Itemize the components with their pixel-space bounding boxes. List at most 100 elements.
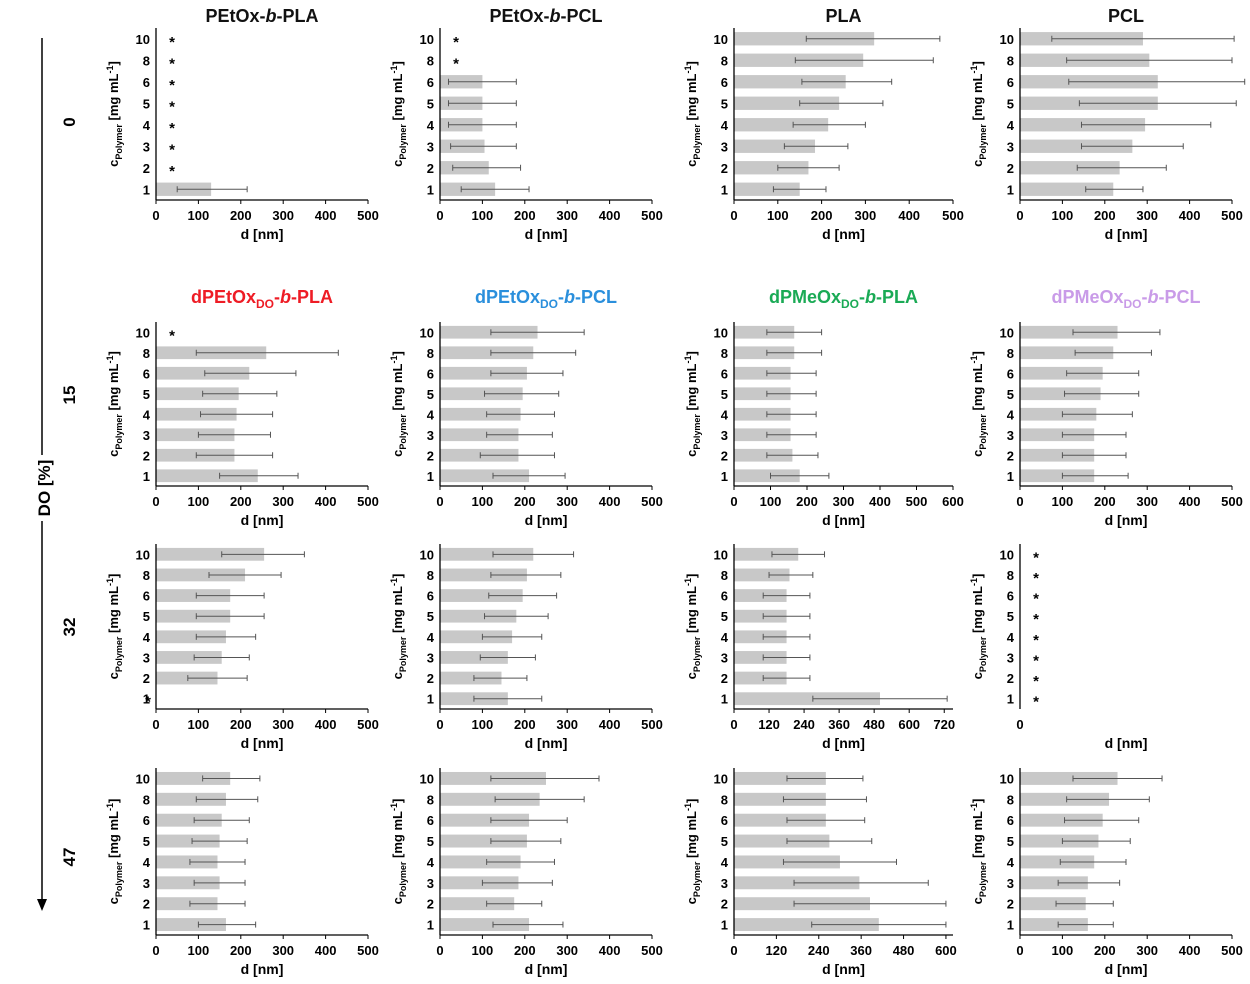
y-tick-label: 10 xyxy=(136,547,150,562)
y-tick-label: 6 xyxy=(721,589,728,604)
y-tick-label: 8 xyxy=(1007,53,1014,68)
y-tick-label: 1 xyxy=(143,469,150,484)
y-tick-label: 10 xyxy=(420,32,434,47)
bar xyxy=(440,346,534,360)
y-tick-label: 5 xyxy=(143,609,150,624)
bar xyxy=(440,630,513,644)
bar xyxy=(1020,771,1118,785)
y-tick-label: 3 xyxy=(721,428,728,443)
y-tick-label: 8 xyxy=(427,568,434,583)
bar xyxy=(156,366,250,380)
not-measured-mark: * xyxy=(1033,652,1039,669)
bar xyxy=(734,346,795,360)
not-measured-mark: * xyxy=(1033,549,1039,566)
bar xyxy=(440,834,527,848)
y-tick-label: 8 xyxy=(1007,346,1014,361)
bar xyxy=(1020,792,1110,806)
x-tick-label: 0 xyxy=(436,943,443,958)
y-tick-label: 3 xyxy=(721,139,728,154)
x-tick-label: 100 xyxy=(767,208,789,223)
not-measured-mark: * xyxy=(169,120,175,137)
y-tick-label: 10 xyxy=(714,771,728,786)
bar xyxy=(734,589,787,602)
y-tick-label: 10 xyxy=(136,771,150,786)
x-tick-label: 200 xyxy=(514,494,536,509)
y-tick-label: 4 xyxy=(1007,630,1015,645)
y-tick-label: 1 xyxy=(427,692,434,707)
y-tick-label: 4 xyxy=(427,855,435,870)
row-labels: 0 15 32 47 xyxy=(60,117,79,866)
x-tick-label: 480 xyxy=(893,943,915,958)
y-tick-label: 10 xyxy=(136,325,150,340)
bar xyxy=(1020,387,1101,401)
y-tick-label: 6 xyxy=(1007,589,1014,604)
y-tick-label: 2 xyxy=(143,671,150,686)
y-tick-label: 10 xyxy=(714,325,728,340)
y-tick-label: 1 xyxy=(1007,692,1014,707)
bar xyxy=(156,651,222,664)
x-tick-label: 300 xyxy=(833,494,855,509)
x-axis-label: d [nm] xyxy=(241,512,284,528)
x-tick-label: 100 xyxy=(1052,494,1074,509)
bar xyxy=(440,469,530,483)
y-axis-label: cPolymer [mg mL-1] xyxy=(105,574,124,680)
bar xyxy=(440,876,519,890)
x-tick-label: 100 xyxy=(188,943,210,958)
x-tick-label: 400 xyxy=(599,717,621,732)
y-tick-label: 5 xyxy=(427,387,434,402)
y-axis-label: cPolymer [mg mL-1] xyxy=(683,351,702,457)
x-tick-label: 200 xyxy=(514,943,536,958)
x-tick-label: 400 xyxy=(315,717,337,732)
bar xyxy=(156,792,226,806)
x-tick-label: 100 xyxy=(1052,208,1074,223)
x-tick-label: 0 xyxy=(152,717,159,732)
bar xyxy=(440,547,534,561)
x-tick-label: 400 xyxy=(315,208,337,223)
group-title-7: dPMeOxDO-b-PCL xyxy=(1051,287,1200,311)
bar xyxy=(734,692,880,706)
bar xyxy=(734,918,879,932)
y-axis-label: cPolymer [mg mL-1] xyxy=(969,574,988,680)
y-tick-label: 6 xyxy=(1007,366,1014,381)
x-tick-label: 200 xyxy=(230,208,252,223)
x-tick-label: 300 xyxy=(556,494,578,509)
bar xyxy=(156,630,226,644)
x-tick-label: 300 xyxy=(556,943,578,958)
x-tick-label: 720 xyxy=(933,717,955,732)
y-axis-label: cPolymer [mg mL-1] xyxy=(105,351,124,457)
bar xyxy=(156,407,237,421)
chart-panel-r0-c0: cPolymer [mg mL-1] 1 2 * 3 * 4 * 5 * 6 * 8 * 10 * 0 100 20… xyxy=(105,28,379,242)
group-title-1: PEtOx-b-PCL xyxy=(489,6,602,26)
y-tick-label: 8 xyxy=(427,53,434,68)
y-tick-label: 6 xyxy=(721,813,728,828)
x-axis-label: d [nm] xyxy=(1105,735,1148,751)
y-tick-label: 2 xyxy=(143,161,150,176)
x-tick-label: 500 xyxy=(641,717,663,732)
x-tick-label: 500 xyxy=(357,943,379,958)
bar xyxy=(440,813,530,827)
y-tick-label: 6 xyxy=(721,75,728,90)
bar xyxy=(440,366,527,380)
x-tick-label: 0 xyxy=(152,943,159,958)
y-tick-label: 5 xyxy=(1007,609,1014,624)
x-tick-label: 500 xyxy=(942,208,964,223)
bar xyxy=(734,366,791,380)
y-tick-label: 5 xyxy=(721,609,728,624)
x-tick-label: 0 xyxy=(730,208,737,223)
y-tick-label: 4 xyxy=(1007,118,1015,133)
x-axis-label: d [nm] xyxy=(1105,512,1148,528)
not-measured-mark: * xyxy=(1033,694,1039,711)
not-measured-mark: * xyxy=(1033,611,1039,628)
x-tick-label: 400 xyxy=(1179,943,1201,958)
row-label-15: 15 xyxy=(60,386,79,405)
bar xyxy=(156,589,231,602)
bar xyxy=(156,834,220,848)
bar xyxy=(734,118,829,132)
y-tick-label: 4 xyxy=(143,407,151,422)
bar xyxy=(1020,139,1133,153)
y-tick-label: 2 xyxy=(427,671,434,686)
row-label-47: 47 xyxy=(60,848,79,867)
bar xyxy=(156,897,218,911)
